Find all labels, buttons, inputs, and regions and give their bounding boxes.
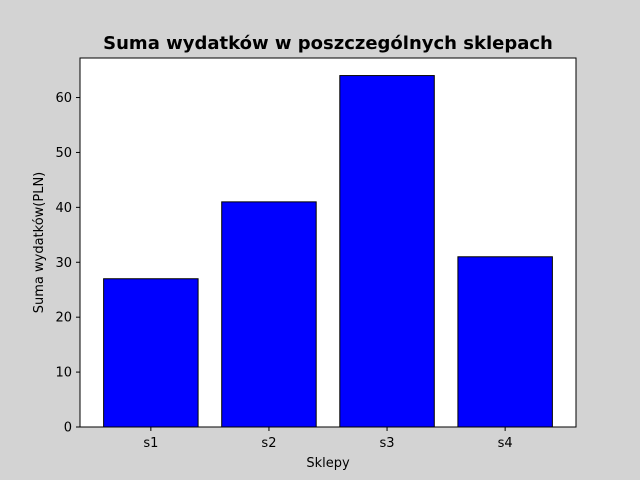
bars-group (103, 75, 553, 428)
plot-frame (79, 57, 577, 428)
x-tick-label: s3 (380, 436, 395, 451)
bar-s3 (339, 75, 435, 428)
bar-s2 (221, 201, 317, 428)
x-axis-ticks: s1 s2 s3 s4 (143, 427, 513, 451)
y-tick-label: 20 (55, 311, 72, 326)
y-tick-label: 40 (55, 201, 72, 216)
chart-title: Suma wydatków w poszczególnych sklepach (103, 33, 553, 54)
y-tick-label: 0 (64, 421, 72, 436)
y-tick-label: 30 (55, 256, 72, 271)
bar-s4 (457, 256, 553, 428)
y-tick-label: 60 (55, 91, 72, 106)
y-tick-label: 50 (55, 146, 72, 161)
y-axis-label: Suma wydatków(PLN) (32, 172, 47, 314)
x-tick-label: s4 (498, 436, 513, 451)
x-axis-label: Sklepy (306, 456, 350, 471)
y-axis-ticks: 0 10 20 30 40 50 60 (55, 91, 80, 436)
y-tick-label: 10 (55, 366, 72, 381)
bar-s1 (103, 278, 199, 428)
x-tick-label: s1 (143, 436, 158, 451)
x-tick-label: s2 (261, 436, 276, 451)
